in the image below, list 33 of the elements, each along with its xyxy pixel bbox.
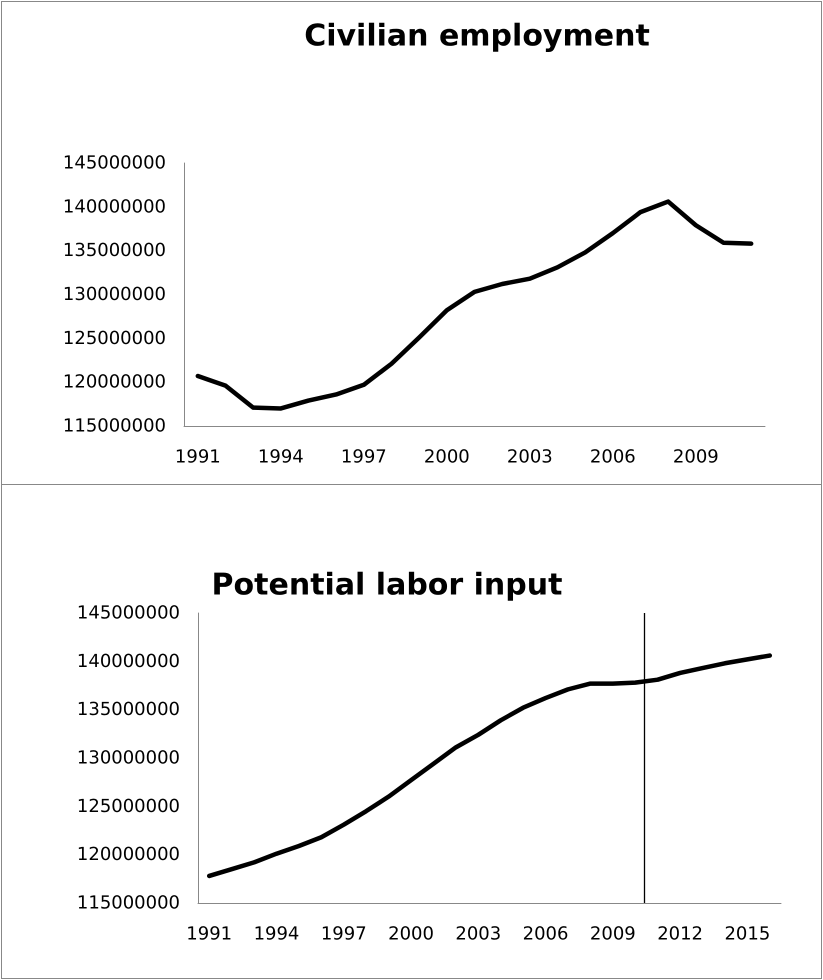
x-tick-label: 1994 [258, 446, 304, 468]
x-tick-label: 2009 [672, 446, 719, 468]
y-tick-label: 120000000 [62, 372, 166, 393]
x-tick-label: 1997 [320, 924, 367, 944]
x-tick-label: 2000 [424, 446, 470, 468]
y-tick-label: 140000000 [76, 650, 180, 672]
y-tick-label: 120000000 [76, 844, 180, 866]
x-tick-label: 2009 [590, 924, 636, 944]
x-tick-label: 1991 [186, 924, 232, 944]
y-tick-label: 135000000 [62, 240, 166, 262]
y-tick-label: 115000000 [76, 892, 180, 914]
y-tick-label: 140000000 [62, 196, 166, 218]
y-tick-label: 145000000 [76, 602, 180, 624]
x-tick-label: 2003 [506, 446, 553, 468]
y-tick-label: 125000000 [76, 796, 180, 817]
x-tick-label: 1991 [174, 446, 221, 468]
y-tick-label: 115000000 [62, 416, 166, 436]
x-tick-label: 1997 [340, 446, 387, 468]
chart-title: Civilian employment [304, 18, 650, 54]
y-tick-label: 135000000 [76, 699, 180, 720]
x-tick-label: 2003 [455, 924, 502, 944]
chart-title: Potential labor input [212, 568, 562, 602]
y-tick-label: 125000000 [62, 328, 166, 349]
x-tick-label: 2006 [590, 446, 636, 468]
x-tick-label: 2000 [388, 924, 434, 944]
y-tick-label: 130000000 [76, 748, 180, 768]
x-tick-label: 2006 [522, 924, 568, 944]
y-tick-label: 145000000 [62, 152, 166, 174]
x-tick-label: 2012 [657, 924, 703, 944]
x-tick-label: 2015 [724, 924, 770, 944]
line-series [196, 199, 754, 411]
y-tick-label: 130000000 [62, 284, 166, 305]
x-tick-label: 1994 [254, 924, 300, 944]
